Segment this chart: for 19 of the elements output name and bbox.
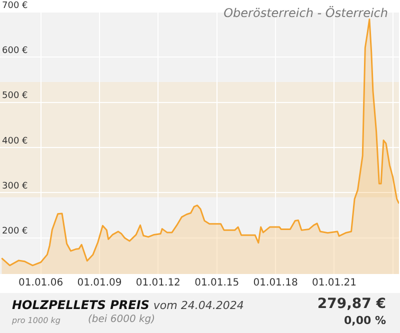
x-tick-label: 01.01.21	[312, 278, 357, 289]
x-tick-label: 01.01.18	[253, 278, 298, 289]
annotation: Oberösterreich - Österreich	[224, 6, 388, 20]
y-tick-label: 500 €	[2, 91, 28, 102]
y-tick-label: 400 €	[2, 136, 28, 146]
text: 0,00 %	[344, 314, 386, 327]
x-tick-label: 01.01.06	[18, 278, 64, 289]
x-tick-label: 01.01.09	[77, 278, 122, 289]
y-tick-label: 300 €	[2, 182, 28, 192]
text: vom 24.04.2024	[153, 299, 244, 312]
y-tick-label: 200 €	[2, 226, 28, 237]
y-tick-label: 600 €	[2, 46, 28, 56]
text: (bei 6000 kg)	[88, 314, 156, 325]
x-tick-label: 01.01.12	[136, 278, 180, 289]
x-tick-label: 01.01.15	[194, 278, 240, 289]
y-tick-label: 700 €	[2, 0, 28, 11]
text: HOLZPELLETS PREIS	[12, 298, 150, 312]
text: 279,87 €	[317, 296, 386, 312]
text: pro 1000 kg	[12, 316, 60, 325]
